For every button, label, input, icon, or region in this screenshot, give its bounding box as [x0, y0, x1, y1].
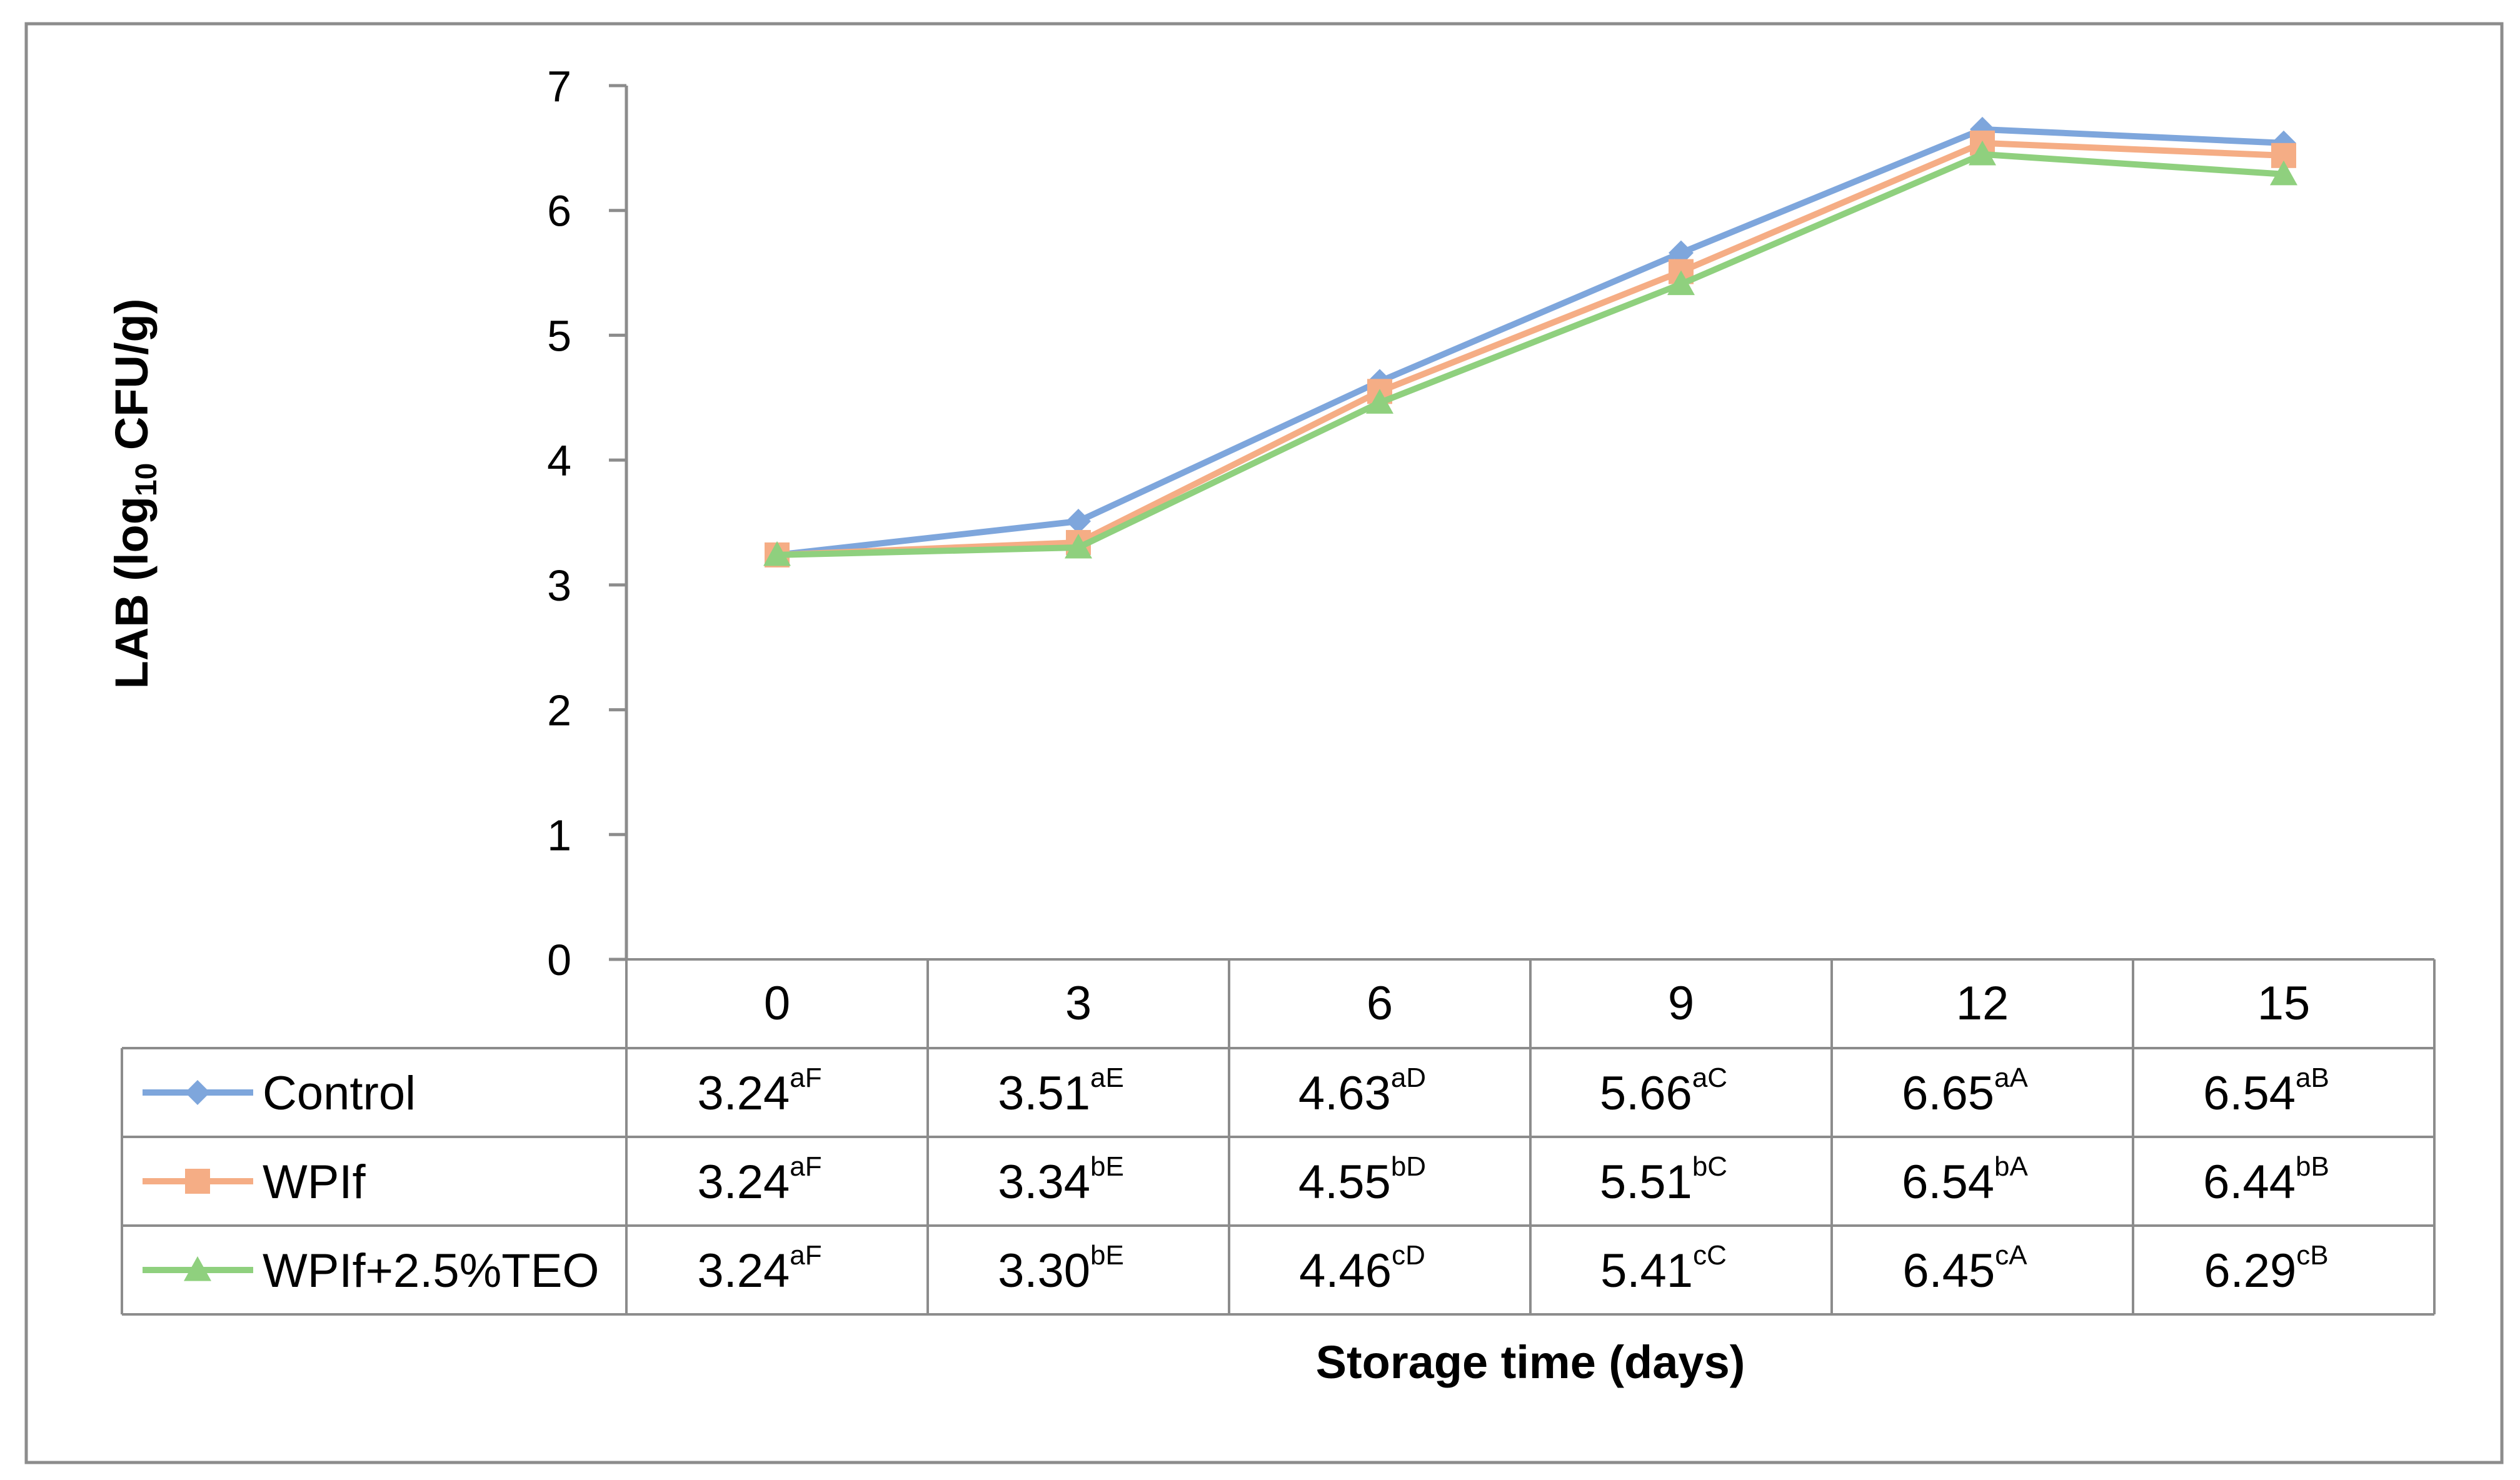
y-tick-label: 5 [547, 311, 571, 360]
significance-letters: bE [1090, 1240, 1124, 1271]
legend-marker [185, 1169, 210, 1194]
x-category-label: 3 [1065, 977, 1092, 1030]
significance-letters: aC [1692, 1062, 1727, 1093]
data-label: 3.24aF [697, 1240, 821, 1298]
y-axis-title-sub: 10 [130, 463, 163, 496]
significance-letters: aE [1090, 1062, 1124, 1093]
data-point [1667, 270, 1695, 296]
significance-letters: bE [1090, 1151, 1124, 1182]
data-label: 4.46cD [1299, 1240, 1425, 1298]
data-label: 4.63aD [1298, 1062, 1426, 1120]
series-lines [763, 116, 2297, 568]
data-label: 6.45cA [1902, 1240, 2027, 1298]
y-axis-title-main: LAB (log [106, 496, 158, 689]
data-label: 6.54aB [2203, 1062, 2329, 1120]
data-table-grid [121, 958, 2436, 1316]
data-point [1066, 509, 1091, 534]
data-label: 3.24aF [697, 1062, 821, 1120]
y-tick-label: 1 [547, 811, 571, 859]
y-tick-label: 2 [547, 686, 571, 735]
significance-letters: cD [1392, 1240, 1425, 1271]
y-axis-title: LAB (log10 CFU/g) [106, 299, 163, 689]
x-category-label: 12 [1956, 977, 2009, 1030]
series-line-wpif-2-5-teo [776, 151, 2284, 558]
data-label: 3.24aF [697, 1151, 821, 1209]
legend-label: WPIf+2.5%TEO [263, 1244, 600, 1298]
data-label: 6.65aA [1902, 1062, 2028, 1120]
x-category-label: 15 [2257, 977, 2311, 1030]
data-label: 6.44bB [2203, 1151, 2329, 1209]
chart-frame [24, 22, 2504, 1464]
x-axis-title: Storage time (days) [1316, 1336, 1745, 1388]
significance-letters: aA [1994, 1062, 2028, 1093]
data-label: 3.34bE [998, 1151, 1124, 1209]
data-point [1065, 533, 1092, 559]
significance-letters: cA [1995, 1240, 2027, 1271]
series-line-wpif [776, 139, 2284, 558]
significance-letters: cC [1693, 1240, 1727, 1271]
y-tick-label: 3 [547, 561, 571, 610]
y-tick-label: 6 [547, 187, 571, 236]
significance-letters: cB [2296, 1240, 2328, 1271]
data-label: 6.54bA [1902, 1151, 2028, 1209]
significance-letters: bB [2296, 1151, 2329, 1182]
data-label: 6.29cB [2204, 1240, 2328, 1298]
y-tick-label: 4 [547, 436, 571, 485]
legend-marker [185, 1080, 210, 1105]
significance-letters: aF [790, 1151, 821, 1182]
data-label: 5.66aC [1600, 1062, 1727, 1120]
data-point [763, 541, 791, 566]
significance-letters: aD [1391, 1062, 1426, 1093]
y-axis-title-tail: CFU/g) [106, 299, 158, 463]
x-category-label: 9 [1668, 977, 1694, 1030]
data-label: 5.51bC [1600, 1151, 1727, 1209]
significance-letters: aF [790, 1062, 821, 1093]
legend-label: WPIf [263, 1156, 366, 1209]
x-category-label: 6 [1367, 977, 1393, 1030]
data-point [2270, 160, 2297, 186]
legend-label: Control [263, 1067, 416, 1120]
series-line-control [776, 126, 2284, 558]
significance-letters: aB [2296, 1062, 2329, 1093]
data-table: 0 3 6 9 12 15 Control 3.24aF 3.51aE 4.63aD 5.66aC 6… [143, 977, 2329, 1298]
data-label: 3.51aE [998, 1062, 1124, 1120]
data-label: 3.30bE [998, 1240, 1124, 1298]
y-tick-label: 0 [547, 936, 571, 984]
data-label: 5.41cC [1600, 1240, 1727, 1298]
data-point [1969, 140, 1996, 166]
data-point [1366, 389, 1393, 414]
x-category-label: 0 [764, 977, 790, 1030]
y-axis: 0 1 2 3 4 5 6 7 [547, 62, 628, 984]
significance-letters: bC [1692, 1151, 1727, 1182]
significance-letters: bA [1994, 1151, 2028, 1182]
data-label: 4.55bD [1298, 1151, 1426, 1209]
significance-letters: bD [1391, 1151, 1426, 1182]
significance-letters: aF [790, 1240, 821, 1271]
y-tick-label: 7 [547, 62, 571, 111]
legend-marker [184, 1256, 211, 1281]
